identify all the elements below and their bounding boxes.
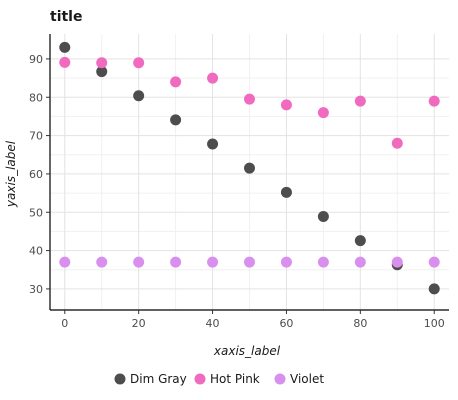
point-hot-pink xyxy=(391,137,403,149)
point-hot-pink xyxy=(170,76,182,88)
point-hot-pink xyxy=(354,95,366,107)
point-violet xyxy=(59,256,71,268)
legend-marker-violet xyxy=(274,373,286,385)
y-tick-label: 60 xyxy=(29,168,43,181)
point-dim-gray xyxy=(133,90,145,102)
point-violet xyxy=(170,256,182,268)
y-tick-label: 90 xyxy=(29,53,43,66)
axes xyxy=(46,34,449,314)
point-dim-gray xyxy=(207,138,219,150)
point-dim-gray xyxy=(280,186,292,198)
point-dim-gray xyxy=(244,162,255,174)
point-dim-gray xyxy=(317,210,329,222)
point-violet xyxy=(244,256,255,268)
point-violet xyxy=(96,256,108,268)
y-tick-label: 70 xyxy=(29,130,43,143)
point-violet xyxy=(133,256,145,268)
point-violet xyxy=(207,256,219,268)
point-dim-gray xyxy=(96,66,108,78)
point-dim-gray xyxy=(170,114,182,126)
x-tick-label: 100 xyxy=(424,317,445,330)
point-hot-pink xyxy=(280,99,292,111)
point-violet xyxy=(317,256,329,268)
legend-marker-hot-pink xyxy=(194,373,206,385)
x-tick-label: 80 xyxy=(353,317,367,330)
chart-title: title xyxy=(50,9,82,25)
point-hot-pink xyxy=(317,107,329,119)
legend: Dim Gray Hot Pink Violet xyxy=(114,372,324,386)
x-tick-label: 60 xyxy=(279,317,293,330)
legend-label-hot-pink: Hot Pink xyxy=(210,372,260,386)
legend-marker-dim-gray xyxy=(114,373,126,385)
point-hot-pink xyxy=(428,95,440,107)
tick-labels: 30 40 50 60 70 80 90 0 20 40 60 80 100 xyxy=(29,53,445,330)
x-tick-label: 40 xyxy=(206,317,220,330)
y-tick-label: 50 xyxy=(29,206,43,219)
data-points xyxy=(59,41,440,295)
x-axis-title: xaxis_label xyxy=(213,344,281,358)
point-violet xyxy=(428,256,440,268)
point-violet xyxy=(391,256,403,268)
x-tick-label: 0 xyxy=(61,317,68,330)
point-hot-pink xyxy=(96,57,108,69)
x-tick-label: 20 xyxy=(132,317,146,330)
point-hot-pink xyxy=(59,56,71,68)
point-violet xyxy=(354,256,366,268)
point-violet xyxy=(280,256,292,268)
legend-label-dim-gray: Dim Gray xyxy=(130,372,187,386)
point-hot-pink xyxy=(207,72,219,84)
point-dim-gray xyxy=(354,235,366,247)
y-tick-label: 80 xyxy=(29,91,43,104)
point-dim-gray xyxy=(59,41,71,53)
legend-label-violet: Violet xyxy=(290,372,324,386)
y-axis-title: yaxis_label xyxy=(4,140,18,208)
point-hot-pink xyxy=(244,93,255,105)
y-tick-label: 40 xyxy=(29,245,43,258)
point-dim-gray xyxy=(428,283,440,295)
y-tick-label: 30 xyxy=(29,283,43,296)
point-hot-pink xyxy=(133,57,145,69)
